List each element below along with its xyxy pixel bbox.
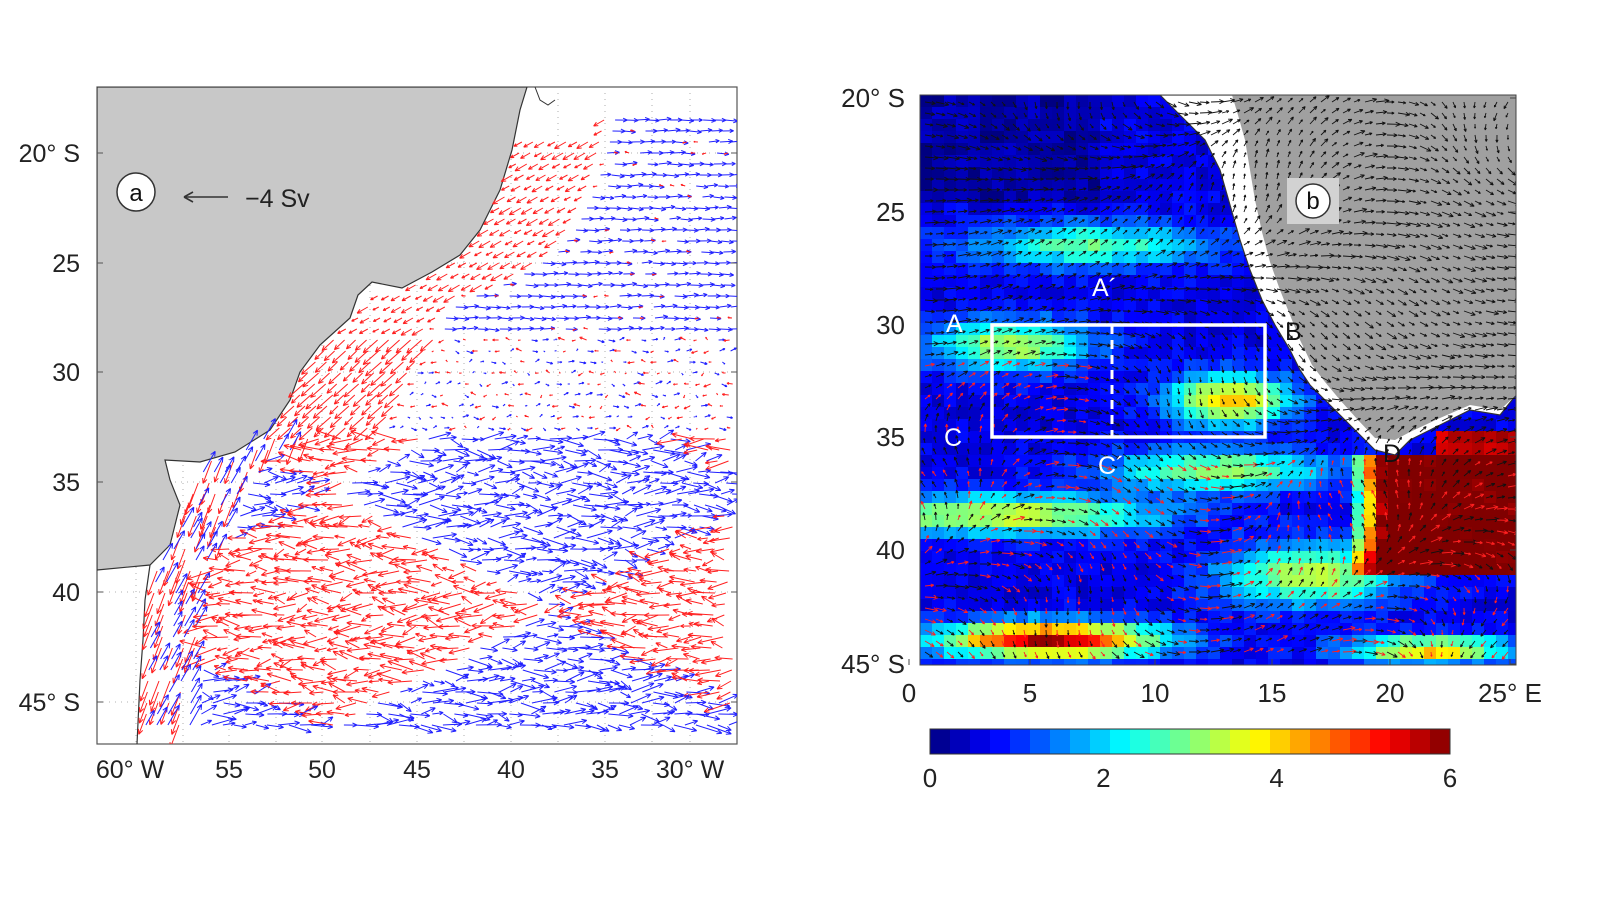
south-america-coast-south [136, 564, 151, 744]
reference-vector [183, 191, 228, 203]
panel-b-lon-tick: 5 [1023, 678, 1037, 708]
panel-b-lat-tick: 20° S [841, 83, 905, 113]
panel-b-lat-tick: 40 [876, 535, 905, 565]
panel-a-lon-tick: 30° W [656, 756, 725, 784]
colorbar-tick: 6 [1443, 763, 1457, 793]
panel-a-lat-tick: 45° S [19, 689, 80, 717]
panel-b-lon-tick: 10 [1141, 678, 1170, 708]
colorbar-tick: 2 [1096, 763, 1110, 793]
panel-a-lat-tick: 30 [52, 359, 80, 387]
section-box [990, 323, 1267, 439]
panel-b-lat-ticks: 20° S 25 30 35 40 45° S [841, 83, 1516, 679]
section-label-c-prime: C´ [1098, 452, 1124, 480]
panel-a-vectors [138, 116, 737, 744]
panel-b-lon-tick: 25° E [1478, 678, 1542, 708]
panel-b-lon-tick: 15 [1258, 678, 1287, 708]
section-label-b: B [1285, 318, 1302, 346]
panel-b-lon-tick: 0 [902, 678, 916, 708]
colorbar-steps [930, 729, 1451, 754]
section-label-c: C [944, 424, 962, 452]
colorbar-tick: 0 [923, 763, 937, 793]
panel-b-lon-tick: 20 [1376, 678, 1405, 708]
panel-a-lat-ticks: 20° S 25 30 35 40 45° S [19, 140, 737, 717]
panel-b-label: b [1306, 188, 1319, 215]
panel-b-label-circle [1295, 183, 1331, 219]
panel-a-lon-tick: 40 [497, 756, 525, 784]
coast-islands [534, 87, 556, 106]
colorbar-ticks: 0 2 4 6 [923, 763, 1457, 793]
section-label-d: D [1383, 440, 1401, 468]
panel-a-lat-tick: 40 [52, 579, 80, 607]
colorbar-tick: 4 [1269, 763, 1283, 793]
colorbar-frame [929, 728, 1451, 755]
panel-a-lon-tick: 60° W [96, 756, 165, 784]
panel-a-lat-tick: 35 [52, 469, 80, 497]
panel-b-lat-tick: 35 [876, 422, 905, 452]
panel-a-lat-tick: 20° S [19, 140, 80, 168]
panel-b-lat-tick: 45° S [841, 649, 905, 679]
panel-b-lat-tick: 25 [876, 197, 905, 227]
colorbar: 0 2 4 6 [923, 728, 1457, 793]
panel-b-lat-tick: 30 [876, 310, 905, 340]
reference-vector-label: −4 Sv [245, 185, 310, 213]
panel-a-label: a [129, 180, 143, 207]
panel-a-lat-tick: 25 [52, 250, 80, 278]
panel-a-lon-tick: 55 [215, 756, 243, 784]
panel-a-lon-tick: 50 [308, 756, 336, 784]
panel-a: a −4 Sv 20° S 25 30 35 40 45° S 60° W 55 50 45 40… [19, 86, 738, 784]
south-america-land [97, 87, 528, 571]
panel-b-frame [919, 94, 1517, 666]
panel-b-lon-ticks: 0 5 10 15 20 25° E [902, 659, 1542, 708]
panel-a-lon-tick: 35 [591, 756, 619, 784]
panel-a-label-circle [116, 172, 156, 212]
panel-a-lon-ticks: 60° W 55 50 45 40 35 30° W [96, 756, 725, 784]
section-label-a: A [946, 310, 963, 338]
panel-a-lon-tick: 45 [403, 756, 431, 784]
panel-b-vectors [920, 95, 1516, 660]
section-label-a-prime: A´ [1092, 274, 1117, 302]
